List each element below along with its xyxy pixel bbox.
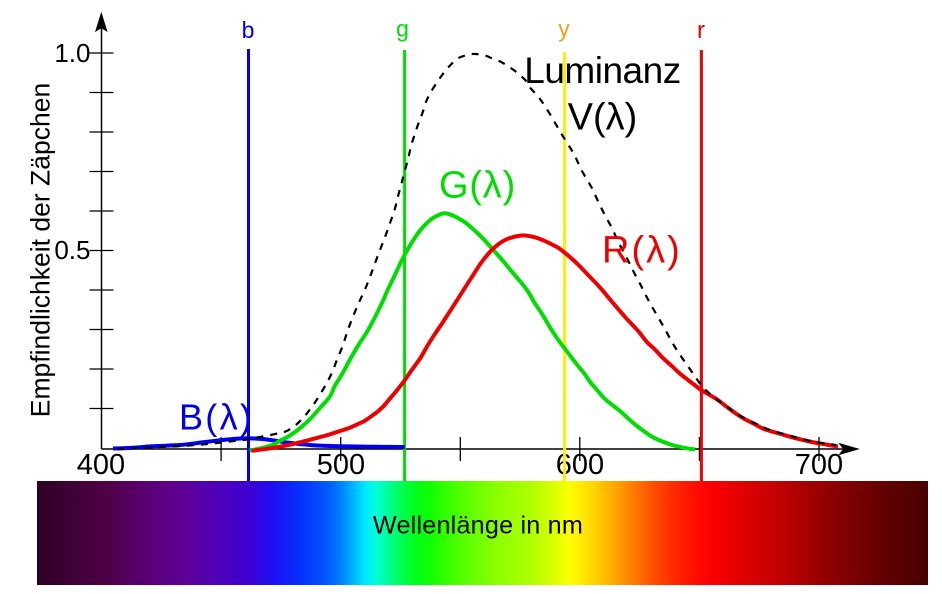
svg-text:V(λ): V(λ) (568, 97, 638, 139)
svg-text:r: r (697, 17, 705, 44)
svg-text:Wellenlänge in nm: Wellenlänge in nm (373, 512, 583, 540)
svg-text:G(λ): G(λ) (439, 165, 516, 207)
svg-text:g: g (396, 16, 409, 42)
svg-text:B(λ): B(λ) (179, 397, 254, 438)
svg-text:b: b (242, 17, 255, 43)
svg-text:1.0: 1.0 (54, 38, 90, 68)
svg-text:Empfindlichkeit der Zäpchen: Empfindlichkeit der Zäpchen (26, 83, 56, 417)
svg-text:R(λ): R(λ) (602, 230, 682, 272)
svg-text:Luminanz: Luminanz (524, 50, 680, 91)
svg-text:700: 700 (795, 449, 843, 481)
svg-text:y: y (558, 16, 570, 42)
svg-text:400: 400 (77, 449, 125, 481)
svg-text:500: 500 (317, 449, 365, 481)
svg-text:600: 600 (556, 449, 604, 481)
svg-text:0.5: 0.5 (54, 235, 90, 265)
